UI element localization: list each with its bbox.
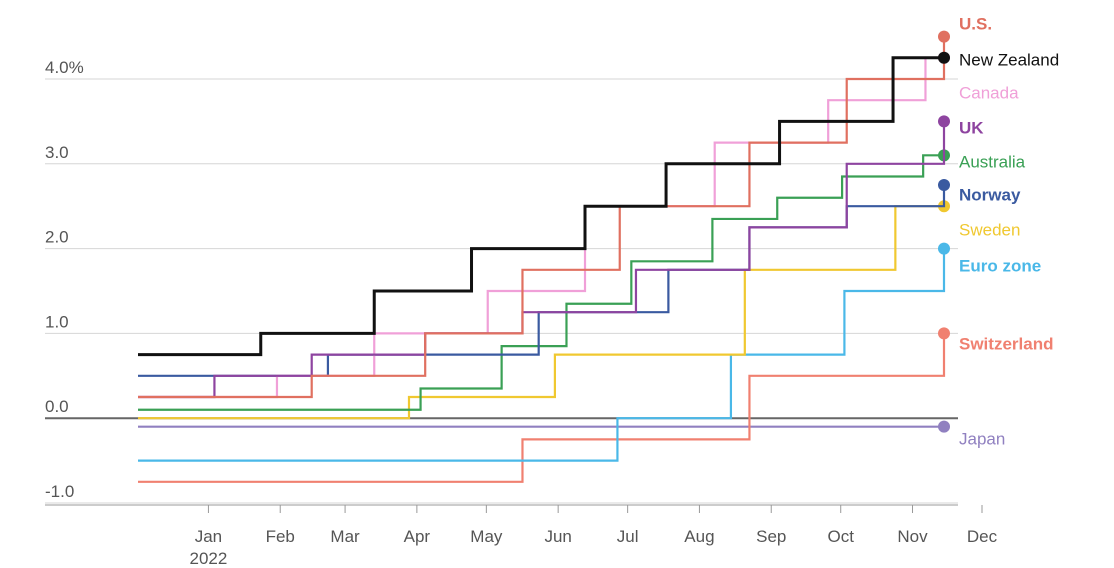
series-label-switzerland: Switzerland bbox=[959, 334, 1053, 353]
x-tick-label: Aug bbox=[684, 527, 714, 546]
x-tick-label: Dec bbox=[967, 527, 998, 546]
series-endpoint-uk bbox=[938, 115, 950, 128]
x-tick-sublabel: 2022 bbox=[190, 549, 228, 568]
series-endpoint-euro-zone bbox=[938, 242, 950, 255]
y-tick-label: 4.0% bbox=[45, 58, 84, 77]
series-label-euro-zone: Euro zone bbox=[959, 256, 1041, 275]
series-endpoint-japan bbox=[938, 420, 950, 433]
series-label-uk: UK bbox=[959, 118, 984, 137]
series-line-switzerland bbox=[138, 333, 946, 483]
series-endpoint-switzerland bbox=[938, 327, 950, 340]
x-tick-label: Oct bbox=[827, 527, 854, 546]
series-endpoint-norway bbox=[938, 179, 950, 191]
series-layer bbox=[138, 30, 950, 483]
series-line-australia bbox=[138, 154, 944, 411]
series-label-canada: Canada bbox=[959, 83, 1019, 102]
series-label-australia: Australia bbox=[959, 152, 1026, 171]
series-label-new-zealand: New Zealand bbox=[959, 50, 1059, 69]
y-tick-label: 1.0 bbox=[45, 312, 69, 331]
series-line-u-s bbox=[138, 36, 946, 399]
x-tick-label: Nov bbox=[897, 527, 928, 546]
series-endpoint-new-zealand bbox=[938, 51, 950, 64]
series-label-u-s: U.S. bbox=[959, 14, 992, 33]
x-tick-label: Jan bbox=[195, 527, 222, 546]
y-tick-label: 2.0 bbox=[45, 228, 69, 247]
series-label-japan: Japan bbox=[959, 429, 1005, 448]
x-tick-label: Sep bbox=[756, 527, 786, 546]
series-line-new-zealand bbox=[138, 56, 944, 357]
x-tick-label: Jun bbox=[544, 527, 571, 546]
grid-layer: 4.0% 3.0 2.0 1.0 0.0 -1.0 Jan 2022 Feb Mar Apr May J… bbox=[45, 58, 998, 568]
label-layer: Japan Switzerland Euro zone Sweden Australia… bbox=[959, 14, 1059, 448]
x-tick-label: Jul bbox=[617, 527, 639, 546]
x-tick-label: Apr bbox=[404, 527, 431, 546]
y-tick-label: 3.0 bbox=[45, 143, 69, 162]
x-tick-label: Mar bbox=[330, 527, 360, 546]
x-tick-label: May bbox=[470, 527, 503, 546]
y-tick-label: 0.0 bbox=[45, 397, 69, 416]
series-line-sweden bbox=[138, 205, 944, 420]
y-tick-label: -1.0 bbox=[45, 482, 74, 501]
series-label-norway: Norway bbox=[959, 185, 1021, 204]
series-endpoint-u-s bbox=[938, 30, 950, 43]
x-tick-label: Feb bbox=[266, 527, 295, 546]
series-label-sweden: Sweden bbox=[959, 220, 1020, 239]
